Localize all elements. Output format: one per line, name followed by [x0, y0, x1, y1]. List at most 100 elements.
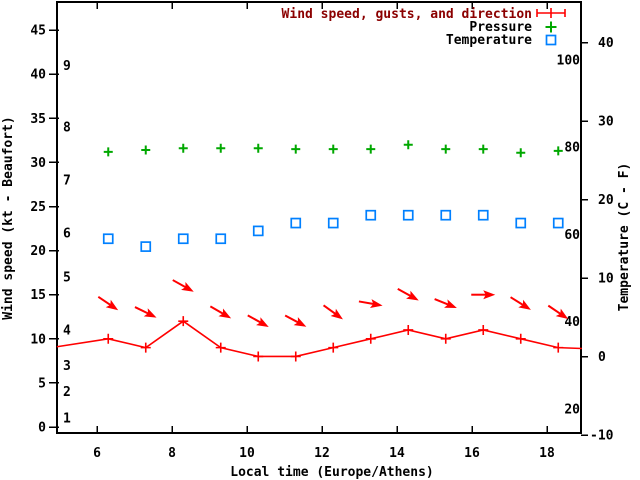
- legend-plus-symbol: [545, 21, 557, 33]
- wind-direction-arrow-shaft: [97, 295, 112, 307]
- temperature-point: [290, 217, 302, 229]
- beaufort-scale-label: 9: [63, 59, 71, 74]
- pressure-point: [366, 144, 376, 154]
- temperature-point: [552, 217, 564, 229]
- temperature-point: [365, 209, 377, 221]
- beaufort-scale-label: 2: [63, 385, 71, 400]
- x-tick-label: 12: [314, 446, 330, 461]
- temperature-point: [327, 217, 339, 229]
- pressure-point: [441, 144, 451, 154]
- beaufort-scale-label: 5: [63, 271, 71, 286]
- wind-direction-arrow-shaft: [134, 306, 149, 315]
- wind-direction-arrow-shaft: [209, 305, 224, 315]
- x-tick-label: 16: [464, 446, 480, 461]
- pressure-point: [403, 140, 413, 150]
- wind-speed-point: [215, 342, 226, 353]
- wind-speed-point: [478, 324, 489, 335]
- x-tick-label: 6: [93, 446, 101, 461]
- wind-direction-arrow-head: [181, 281, 194, 292]
- pressure-point: [141, 145, 151, 155]
- wind-direction-arrow: [284, 314, 307, 327]
- legend-square-symbol: [545, 34, 557, 46]
- wind-direction-arrow-shaft: [434, 298, 449, 306]
- wind-direction-arrow-head: [444, 299, 457, 309]
- wind-speed-point: [328, 342, 339, 353]
- legend-label-wind: Wind speed, gusts, and direction: [282, 7, 532, 22]
- y-right-axis-title: Temperature (C - F): [617, 163, 632, 312]
- wind-direction-arrow: [434, 298, 457, 309]
- legend-label-pressure: Pressure: [469, 20, 532, 35]
- wind-direction-arrow-shaft: [322, 304, 337, 315]
- wind-speed-point: [178, 316, 189, 327]
- wind-direction-arrow-shaft: [247, 314, 262, 324]
- wind-speed-point: [290, 351, 301, 362]
- wind-speed-point: [365, 333, 376, 344]
- wind-speed-point: [103, 333, 114, 344]
- pressure-point: [478, 144, 488, 154]
- pressure-point: [178, 143, 188, 153]
- wind-direction-arrow: [322, 304, 343, 320]
- x-tick-label: 8: [168, 446, 176, 461]
- pressure-point: [516, 148, 526, 158]
- wind-direction-arrow-head: [143, 308, 157, 318]
- temperature-point: [215, 233, 227, 245]
- y-left-tick-label: 35: [30, 112, 46, 127]
- x-tick-label: 14: [389, 446, 405, 461]
- beaufort-scale-label: 8: [63, 121, 71, 136]
- beaufort-scale-label: 4: [63, 323, 71, 338]
- wind-direction-arrow: [547, 304, 569, 320]
- plot-generated-content: 6 8 10 12 14 16 18051015202530354045123456789-…: [30, 2, 614, 461]
- wind-direction-arrow: [209, 305, 232, 319]
- wind-direction-arrow-head: [555, 308, 569, 320]
- legend-label-temperature: Temperature: [446, 33, 532, 48]
- fahrenheit-scale-label: 20: [564, 402, 580, 417]
- temperature-point: [515, 217, 527, 229]
- wind-speed-point: [140, 342, 151, 353]
- y-right-tick-label: 0: [598, 350, 606, 365]
- temperature-point: [102, 233, 114, 245]
- fahrenheit-scale-label: 80: [564, 141, 580, 156]
- wind-direction-arrow-shaft: [510, 296, 524, 306]
- pressure-point: [328, 144, 338, 154]
- wind-speed-point: [515, 333, 526, 344]
- y-left-tick-label: 45: [30, 24, 46, 39]
- wind-direction-arrow-head: [406, 290, 419, 301]
- wind-direction-arrow-head: [483, 290, 496, 300]
- y-left-tick-label: 25: [30, 200, 46, 215]
- beaufort-scale-label: 6: [63, 226, 71, 241]
- wind-direction-arrow: [134, 306, 157, 318]
- wind-direction-arrow-shaft: [172, 279, 187, 289]
- pressure-point: [216, 143, 226, 153]
- wind-speed-point: [253, 351, 264, 362]
- beaufort-scale-label: 7: [63, 174, 71, 189]
- x-tick-label: 10: [239, 446, 255, 461]
- wind-direction-arrow-shaft: [547, 304, 562, 315]
- wind-direction-arrow-head: [293, 317, 307, 327]
- y-left-tick-label: 15: [30, 288, 46, 303]
- wind-speed-point: [440, 333, 451, 344]
- beaufort-scale-label: 1: [63, 412, 71, 427]
- x-tick-label: 18: [539, 446, 555, 461]
- pressure-point: [103, 147, 113, 157]
- fahrenheit-scale-label: 60: [564, 228, 580, 243]
- wind-direction-arrow-head: [218, 308, 232, 319]
- wind-direction-arrow-shaft: [358, 300, 374, 306]
- y-left-tick-label: 0: [38, 421, 46, 436]
- wind-direction-arrow-shaft: [397, 288, 412, 298]
- y-left-tick-label: 40: [30, 68, 46, 83]
- y-right-tick-label: 40: [598, 36, 614, 51]
- temperature-point: [440, 209, 452, 221]
- y-right-tick-label: -10: [590, 429, 614, 444]
- x-axis-title: Local time (Europe/Athens): [230, 465, 434, 480]
- y-left-tick-label: 5: [38, 376, 46, 391]
- pressure-point: [253, 143, 263, 153]
- y-right-tick-label: 20: [598, 193, 614, 208]
- fahrenheit-scale-label: 40: [564, 315, 580, 330]
- temperature-point: [402, 209, 414, 221]
- wind-direction-arrow-head: [369, 299, 383, 308]
- y-left-tick-label: 10: [30, 332, 46, 347]
- y-left-tick-label: 30: [30, 156, 46, 171]
- temperature-point: [252, 225, 264, 237]
- temperature-point: [477, 209, 489, 221]
